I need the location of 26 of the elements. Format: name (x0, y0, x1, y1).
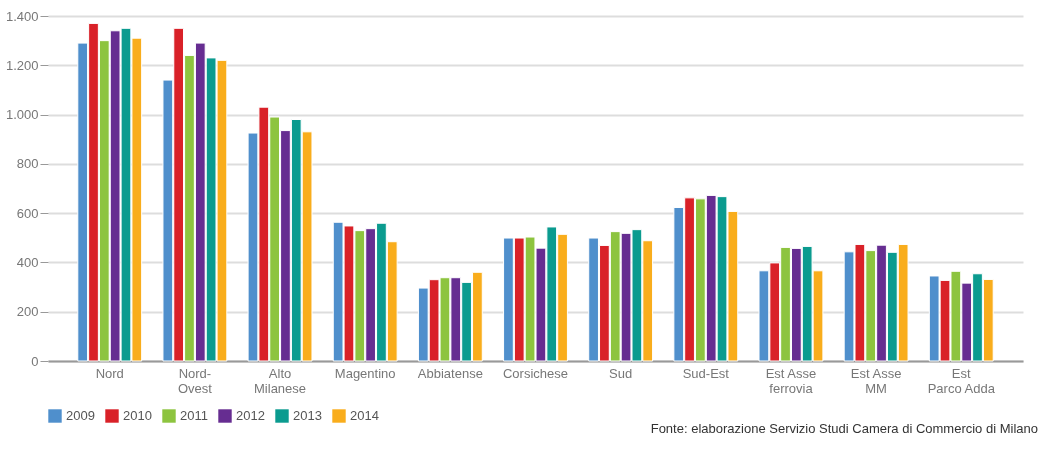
x-tick-label: Magentino (334, 365, 396, 381)
legend-label: 2013 (293, 408, 322, 423)
x-tick-label: Abbiatense (417, 365, 483, 381)
y-tick-label: 400 (16, 254, 39, 270)
x-tick-label: Alto Milanese (254, 365, 307, 396)
y-tick-label: 0 (31, 353, 39, 369)
x-tick-label: Est Asse MM (850, 365, 902, 396)
legend-label: 2010 (123, 408, 152, 423)
x-tick-label: Sud-Est (682, 365, 730, 381)
legend-label: 2009 (66, 408, 95, 423)
legend-label: 2011 (180, 408, 208, 423)
y-tick-label: 1.200 (5, 57, 39, 73)
x-tick-label: Nord (95, 365, 124, 381)
y-tick-label: 1.000 (5, 107, 39, 123)
y-tick-label: 200 (16, 304, 39, 320)
x-tick-label: Est Parco Adda (927, 365, 996, 396)
x-tick-label: Sud (609, 365, 633, 381)
legend-label: 2014 (350, 408, 379, 423)
x-tick-label: Nord- Ovest (177, 365, 213, 396)
y-tick-label: 1.400 (5, 8, 39, 24)
x-tick-label: Corsichese (502, 365, 569, 381)
x-tick-label: Est Asse ferrovia (765, 365, 817, 396)
y-tick-label: 600 (16, 205, 39, 221)
y-tick-label: 800 (16, 156, 39, 172)
source-note: Fonte: elaborazione Servizio Studi Camera di Commercio di Milano (650, 421, 1038, 436)
legend-label: 2012 (236, 408, 265, 423)
